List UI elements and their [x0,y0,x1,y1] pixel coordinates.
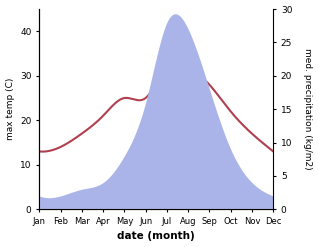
Y-axis label: med. precipitation (kg/m2): med. precipitation (kg/m2) [303,48,313,170]
Y-axis label: max temp (C): max temp (C) [5,78,15,140]
X-axis label: date (month): date (month) [117,231,195,242]
